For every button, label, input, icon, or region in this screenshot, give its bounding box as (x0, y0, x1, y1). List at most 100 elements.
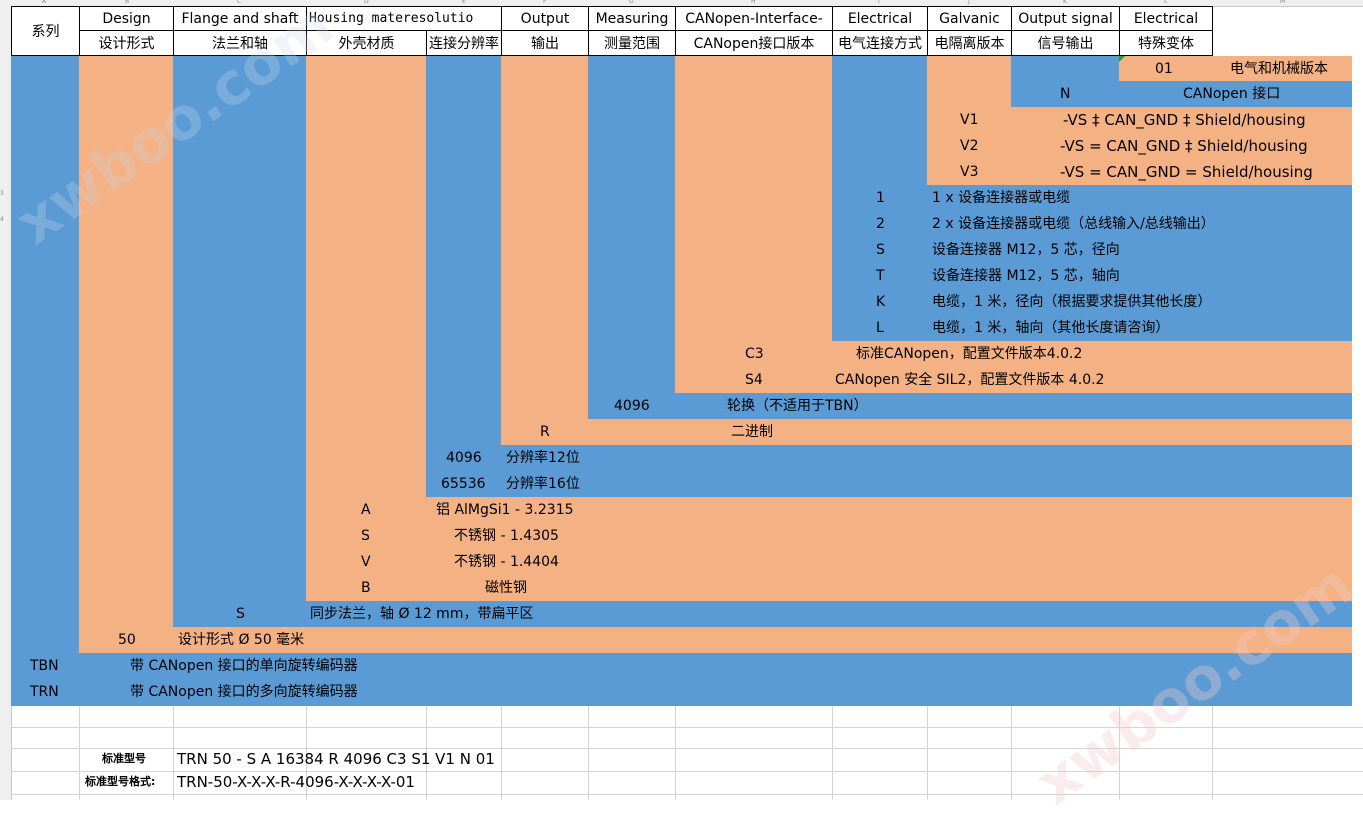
design-band (79, 627, 1352, 653)
series-band (11, 653, 1352, 706)
electrical-desc: 电缆，1 米，轴向（其他长度请咨询） (932, 320, 1170, 336)
header-special-cn[interactable]: 特殊变体 (1119, 30, 1213, 56)
header-galvanic-cn[interactable]: 电隔离版本 (927, 30, 1012, 56)
gridline (832, 706, 833, 800)
measuring-band (588, 393, 1352, 419)
gridline (306, 706, 307, 800)
signal-band (1011, 81, 1352, 107)
header-signal-cn[interactable]: 信号输出 (1011, 30, 1120, 56)
housing-code: S (361, 528, 370, 544)
header-signal-en[interactable]: Output signal (1011, 6, 1120, 31)
column-letter[interactable]: E (462, 0, 466, 5)
header-electrical-en[interactable]: Electrical (832, 6, 928, 31)
resolution-column-fill (426, 56, 502, 497)
measuring-column-fill (588, 56, 676, 419)
header-flange-en[interactable]: Flange and shaft (173, 6, 307, 31)
flange-desc: 同步法兰，轴 Ø 12 mm，带扁平区 (310, 606, 534, 622)
column-letter[interactable]: B (125, 0, 130, 5)
galvanic-desc: -VS = CAN_GND = Shield/housing (1060, 163, 1313, 181)
gridline (1119, 706, 1120, 800)
output-column-fill (501, 56, 589, 445)
output-band (501, 419, 1352, 445)
column-letter[interactable]: J (968, 0, 970, 5)
header-electrical-cn[interactable]: 电气连接方式 (832, 30, 928, 56)
housing-code: A (361, 502, 371, 518)
resolution-code: 4096 (446, 450, 482, 466)
electrical-code: K (876, 294, 886, 310)
electrical-code: 1 (876, 190, 885, 206)
gridline (11, 771, 1363, 772)
header-measuring-en[interactable]: Measuring (588, 6, 676, 31)
series-code: TRN (30, 684, 59, 700)
housing-band (306, 497, 1352, 601)
flange-code: S (236, 606, 245, 622)
header-housing-en[interactable]: Housing materesolutio (306, 6, 502, 31)
resolution-code: 65536 (441, 476, 486, 492)
housing-desc: 不锈钢 - 1.4305 (454, 528, 559, 544)
gridline (675, 706, 676, 800)
resolution-desc: 分辨率16位 (506, 476, 580, 492)
gridline (588, 706, 589, 800)
column-letter[interactable]: D (364, 0, 369, 5)
canopen-column-fill (675, 56, 833, 393)
standard-format-label: 标准型号格式: (85, 775, 156, 788)
row-number[interactable]: 4 (0, 216, 4, 223)
electrical-code: 2 (876, 216, 885, 232)
galvanic-code: V3 (960, 164, 979, 180)
design-code: 50 (118, 632, 136, 648)
column-letter[interactable]: C (237, 0, 242, 5)
row-number[interactable]: 3 (0, 190, 4, 197)
canopen-band (675, 341, 1352, 393)
header-galvanic-en[interactable]: Galvanic (927, 6, 1012, 31)
column-letter[interactable]: A (42, 0, 47, 5)
series-desc: 带 CANopen 接口的多向旋转编码器 (130, 684, 358, 700)
gridline (11, 748, 1363, 749)
electrical-band (832, 185, 1352, 341)
column-letter[interactable]: F (543, 0, 547, 5)
header-design-cn[interactable]: 设计形式 (79, 30, 174, 56)
design-column-fill (79, 56, 174, 653)
output-desc: 二进制 (731, 424, 773, 440)
gridline (79, 706, 80, 800)
housing-code: V (361, 554, 371, 570)
flange-column-fill (173, 56, 307, 627)
gridline (1011, 706, 1012, 800)
column-letter[interactable]: L (1164, 0, 1168, 5)
header-output-cn[interactable]: 输出 (501, 30, 589, 56)
gridline (173, 706, 174, 800)
standard-model-value[interactable]: TRN 50 - S A 16384 R 4096 C3 S1 V1 N 01 (177, 750, 495, 768)
series-desc: 带 CANopen 接口的单向旋转编码器 (130, 658, 358, 674)
special-desc: 电气和机械版本 (1230, 61, 1328, 77)
header-canopen-cn[interactable]: CANopen接口版本 (675, 30, 833, 56)
gridline (426, 706, 427, 800)
header-resolution-cn[interactable]: 连接分辨率 (426, 30, 502, 56)
output-code: R (540, 424, 550, 440)
housing-code: B (361, 580, 371, 596)
header-flange-cn[interactable]: 法兰和轴 (173, 30, 307, 56)
canopen-desc: CANopen 安全 SIL2，配置文件版本 4.0.2 (835, 372, 1105, 388)
header-housing-cn[interactable]: 外壳材质 (306, 30, 427, 56)
housing-desc: 不锈钢 - 1.4404 (454, 554, 559, 570)
housing-desc: 磁性钢 (485, 580, 527, 596)
header-series-cell[interactable]: 系列 (11, 6, 80, 56)
standard-format-value[interactable]: TRN-50-X-X-X-R-4096-X-X-X-X-01 (177, 773, 415, 791)
header-design-en[interactable]: Design (79, 6, 174, 31)
header-measuring-cn[interactable]: 测量范围 (588, 30, 676, 56)
column-letter[interactable]: H (751, 0, 756, 5)
canopen-code: C3 (745, 346, 764, 362)
header-output-en[interactable]: Output (501, 6, 589, 31)
electrical-desc: 1 x 设备连接器或电缆 (932, 190, 1071, 206)
electrical-code: L (876, 320, 884, 336)
resolution-desc: 分辨率12位 (506, 450, 580, 466)
electrical-desc: 设备连接器 M12，5 芯，径向 (932, 242, 1120, 258)
galvanic-band (927, 107, 1352, 185)
header-special-en[interactable]: Electrical (1119, 6, 1213, 31)
column-letter[interactable]: G (629, 0, 634, 5)
header-canopen-en[interactable]: CANopen-Interface- (675, 6, 833, 31)
flange-band (173, 601, 1352, 627)
column-letter[interactable]: I (878, 0, 880, 5)
column-letter[interactable]: K (1063, 0, 1067, 5)
special-code: 01 (1155, 61, 1173, 77)
galvanic-code: V2 (960, 138, 979, 154)
column-letter[interactable]: M (1280, 0, 1286, 5)
